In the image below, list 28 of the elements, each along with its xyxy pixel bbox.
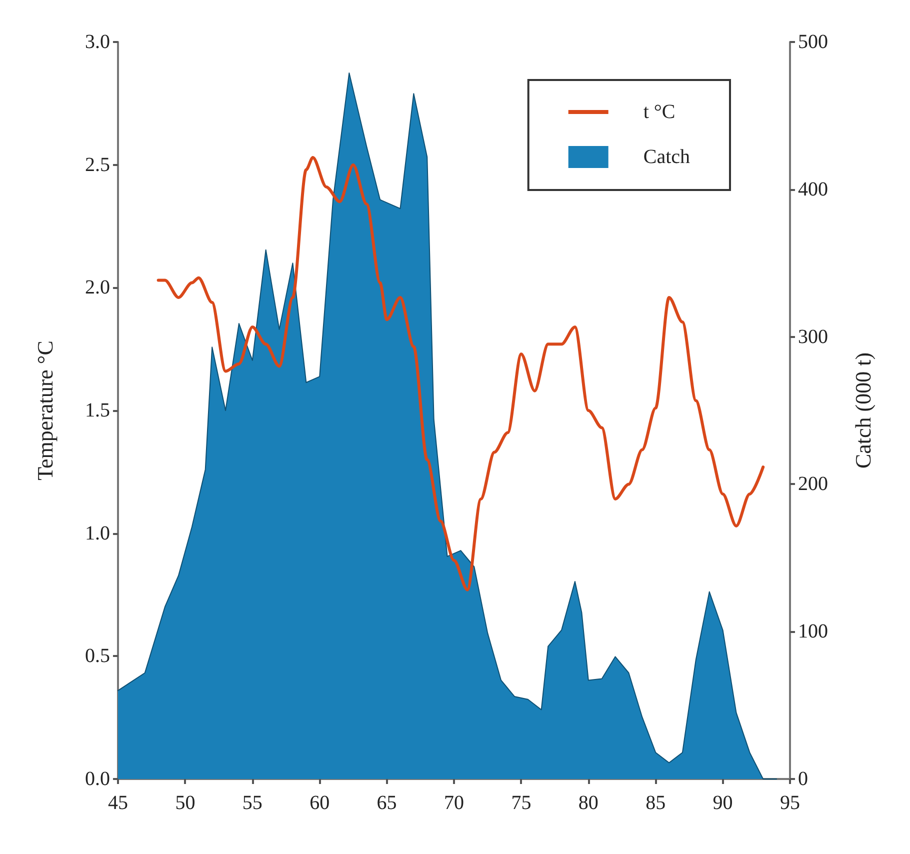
y2-tick-label: 100 — [798, 620, 828, 643]
y-tick-label: 3.0 — [85, 31, 110, 53]
y2-tick-label: 500 — [798, 31, 828, 53]
x-tick-label: 70 — [444, 792, 464, 814]
y-tick-label: 1.5 — [85, 400, 110, 422]
x-tick-label: 95 — [780, 792, 800, 814]
y2-tick-label: 0 — [798, 768, 808, 790]
y2-tick-label: 200 — [798, 473, 828, 496]
x-tick-label: 85 — [646, 792, 666, 814]
legend-label: Catch — [643, 146, 690, 168]
legend-label: t °C — [643, 101, 676, 123]
x-tick-label: 90 — [712, 792, 733, 814]
y2-axis-title: Catch (000 t) — [850, 352, 876, 469]
x-tick-label: 60 — [310, 792, 330, 814]
y-tick-label: 1.0 — [85, 522, 110, 544]
x-tick-label: 80 — [578, 792, 598, 814]
x-tick-label: 45 — [108, 792, 128, 814]
y-tick-label: 2.0 — [85, 276, 110, 299]
x-tick-label: 50 — [175, 792, 196, 814]
x-tick-label: 75 — [511, 792, 532, 814]
y-tick-label: 0.0 — [85, 768, 110, 790]
y-axis-title: Temperature °C — [32, 340, 58, 480]
y2-tick-label: 400 — [798, 178, 828, 200]
x-tick-label: 65 — [376, 792, 397, 814]
y-tick-label: 0.5 — [85, 645, 110, 668]
y-tick-label: 2.5 — [85, 154, 110, 176]
y2-tick-label: 300 — [798, 326, 828, 348]
x-tick-label: 55 — [242, 792, 262, 814]
